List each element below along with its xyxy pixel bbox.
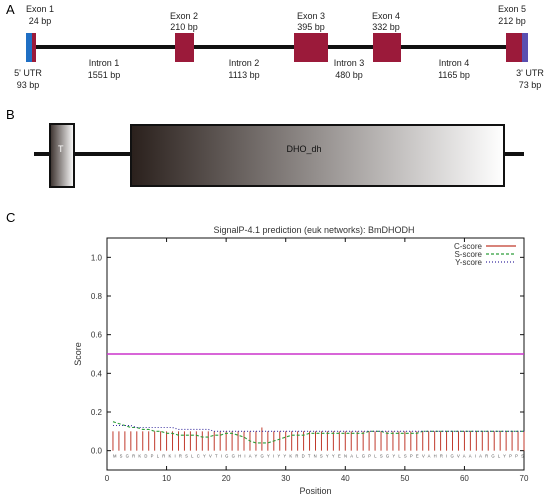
y-tick-label: 0.0 xyxy=(91,447,103,456)
utr5-name: 5' UTR xyxy=(14,68,42,78)
domain-dho-box xyxy=(130,124,505,187)
exon-4-size: 332 bp xyxy=(372,22,400,32)
exon-1-box xyxy=(32,33,36,62)
exon-2-size: 210 bp xyxy=(170,22,198,32)
y-tick-label: 0.8 xyxy=(91,292,103,301)
exon-1-name: Exon 1 xyxy=(26,4,54,14)
exon-3-name: Exon 3 xyxy=(297,11,325,21)
intron-3-size: 480 bp xyxy=(335,70,363,80)
exon-1-size: 24 bp xyxy=(29,16,52,26)
exon-5-size: 212 bp xyxy=(498,16,526,26)
intron-4-name: Intron 4 xyxy=(439,58,470,68)
x-axis-label: Position xyxy=(299,486,331,496)
legend-label: C-score xyxy=(454,242,483,251)
y-tick-label: 0.4 xyxy=(91,369,103,378)
utr3-box xyxy=(522,33,528,62)
chart-title: SignalP-4.1 prediction (euk networks): B… xyxy=(213,225,414,235)
panel-c-letter: C xyxy=(6,210,15,225)
x-tick-label: 0 xyxy=(105,474,110,483)
x-tick-label: 60 xyxy=(460,474,469,483)
utr3-size: 73 bp xyxy=(519,80,542,90)
panel-a: A Exon 1 24 bp Exon 2 210 bp Exon 3 395 … xyxy=(6,2,544,90)
domain-dho-label: DHO_dh xyxy=(286,144,321,154)
x-tick-label: 70 xyxy=(520,474,529,483)
exon-3-size: 395 bp xyxy=(297,22,325,32)
panel-c: C SignalP-4.1 prediction (euk networks):… xyxy=(6,210,529,496)
sequence-residues: MSGRKDPLRKIRSLCYVTIGGHIAYGYIYYKRDTNSYYEN… xyxy=(113,453,524,458)
y-tick-label: 0.6 xyxy=(91,331,103,340)
domain-t-label: T xyxy=(58,144,64,154)
legend-label: Y-score xyxy=(455,258,482,267)
exon-2-box xyxy=(175,33,194,62)
exon-3-box xyxy=(294,33,328,62)
x-tick-label: 10 xyxy=(162,474,171,483)
exon-5-name: Exon 5 xyxy=(498,4,526,14)
intron-4-size: 1165 bp xyxy=(438,70,470,80)
panel-b-letter: B xyxy=(6,107,15,122)
y-tick-label: 1.0 xyxy=(91,253,103,262)
domain-t-box xyxy=(49,123,75,188)
intron-1-size: 1551 bp xyxy=(88,70,121,80)
exon-4-box xyxy=(373,33,401,62)
x-tick-label: 30 xyxy=(281,474,290,483)
utr5-size: 93 bp xyxy=(17,80,40,90)
x-tick-label: 40 xyxy=(341,474,350,483)
intron-3-name: Intron 3 xyxy=(334,58,365,68)
exon-5-box xyxy=(506,33,523,62)
y-scoreline xyxy=(113,424,524,432)
y-tick-label: 0.2 xyxy=(91,408,103,417)
y-axis-label: Score xyxy=(73,342,83,366)
exon-2-name: Exon 2 xyxy=(170,11,198,21)
panel-a-letter: A xyxy=(6,2,15,17)
intron-2-size: 1113 bp xyxy=(228,70,259,80)
legend-label: S-score xyxy=(454,250,482,259)
intron-2-name: Intron 2 xyxy=(229,58,260,68)
utr3-name: 3' UTR xyxy=(516,68,544,78)
intron-1-name: Intron 1 xyxy=(89,58,120,68)
x-tick-label: 50 xyxy=(400,474,409,483)
exon-4-name: Exon 4 xyxy=(372,11,400,21)
utr5-box xyxy=(26,33,32,62)
signalp-chart: 0.0 0.2 0.4 0.6 0.8 1.0 0 10 20 30 40 50 60 70 Positio… xyxy=(73,237,529,496)
x-tick-label: 20 xyxy=(222,474,231,483)
s-scoreline xyxy=(112,421,524,444)
panel-b: B T DHO_dh xyxy=(6,107,524,188)
